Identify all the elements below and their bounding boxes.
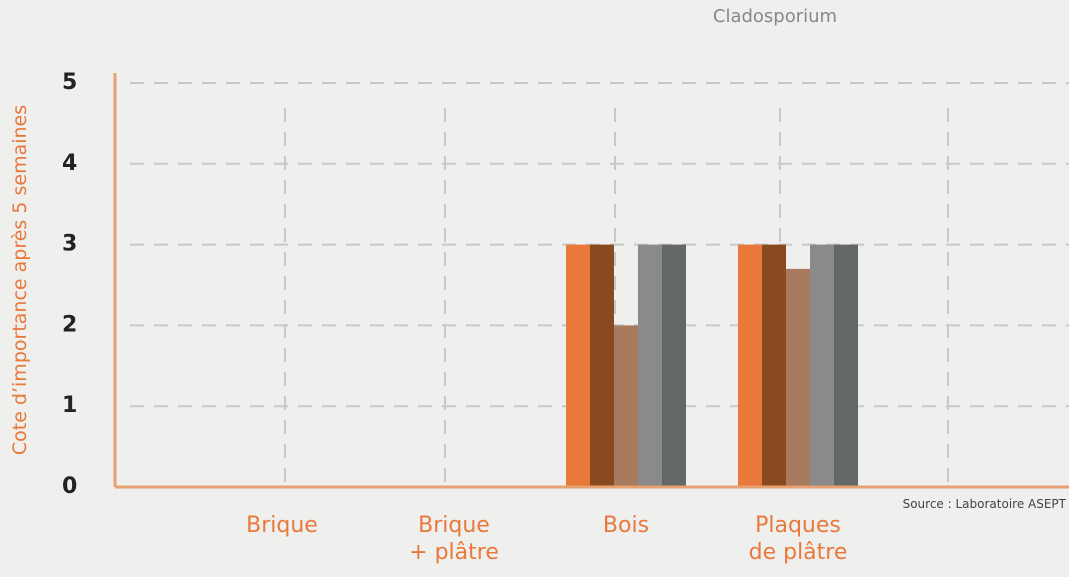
bar xyxy=(834,244,858,487)
x-tick-label: Bois xyxy=(602,513,650,538)
y-tick-label: 1 xyxy=(62,393,77,418)
bar xyxy=(638,244,662,487)
bar xyxy=(566,244,590,487)
y-axis-label: Cote d’importance après 5 semaines xyxy=(9,105,31,455)
bar xyxy=(786,268,810,487)
bar xyxy=(738,244,762,487)
x-tick-label: Brique xyxy=(246,513,318,538)
chart-title: Cladosporium xyxy=(713,6,837,27)
source: Source : Laboratoire ASEPT xyxy=(903,497,1067,511)
y-tick-label: 4 xyxy=(62,151,77,176)
bar xyxy=(662,244,686,487)
bar xyxy=(810,244,834,487)
y-tick-label: 5 xyxy=(62,70,77,95)
bar xyxy=(614,325,638,487)
x-tick-label: Brique + plâtre xyxy=(409,513,499,565)
bar xyxy=(762,244,786,487)
y-tick-label: 0 xyxy=(62,474,77,499)
y-tick-label: 3 xyxy=(62,232,77,257)
y-tick-label: 2 xyxy=(62,312,77,337)
x-tick-label: Plaques de plâtre xyxy=(748,513,848,565)
bar xyxy=(590,244,614,487)
